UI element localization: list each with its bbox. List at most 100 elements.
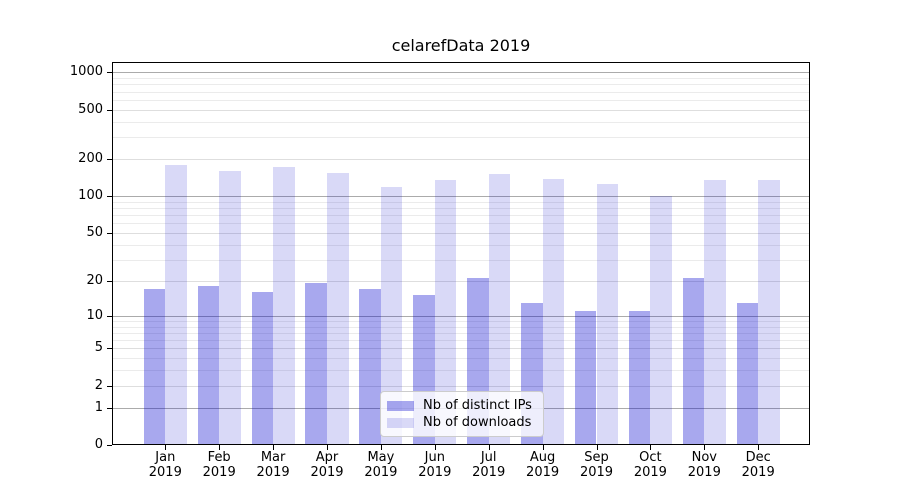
gridline-minor-6 [112,340,810,341]
gridline-minor-70 [112,215,810,217]
chart-title: celarefData 2019 [391,36,531,55]
gridline-minor-7 [112,332,810,334]
x-tick-dec [758,445,760,450]
y-tick-200 [107,158,112,160]
bar-ips-feb [197,286,220,445]
gridline-major-10 [112,315,810,317]
gridline-minor-60 [112,223,810,225]
bar-downloads-apr [327,173,349,445]
bar-downloads-oct [650,196,672,445]
y-tick-label-2: 2 [94,377,103,393]
bar-ips-nov [682,278,705,445]
gridline-minor-700 [112,91,810,93]
x-tick-apr [327,445,328,450]
x-tick-label-jul: Jul 2019 [472,450,506,480]
y-tick-label-5: 5 [94,340,103,356]
y-tick-500 [107,109,112,111]
x-tick-label-nov: Nov 2019 [687,450,721,480]
x-tick-label-oct: Oct 2019 [633,450,667,480]
y-tick-label-500: 500 [78,101,103,117]
y-tick-label-50: 50 [86,224,103,240]
plot-area [112,62,810,445]
x-tick-jan [165,445,167,450]
bar-downloads-jul [488,173,511,445]
gridline-minor-600 [112,99,810,101]
bar-ips-dec [736,302,759,445]
bar-ips-oct [628,311,651,445]
bar-downloads-jun [434,180,457,445]
bar-ips-jan [143,289,166,445]
x-tick-label-jun: Jun 2019 [418,450,452,480]
bar-downloads-sep [596,183,619,445]
gridline-major-1000 [112,72,810,74]
gridline-minor-90 [112,201,810,203]
bar-downloads-jan [165,165,187,445]
x-tick-label-mar: Mar 2019 [256,450,290,480]
gridline-minor-300 [112,137,810,139]
x-tick-nov [704,445,706,450]
legend-item-downloads: Nb of downloads [387,414,537,431]
x-tick-mar [273,445,275,450]
legend-swatch-downloads [387,417,414,428]
bar-downloads-aug [542,178,565,445]
bar-downloads-dec [758,180,780,445]
bar-downloads-mar [273,166,295,445]
gridline-minor-30 [112,259,810,261]
y-tick-label-1000: 1000 [69,64,103,80]
gridline-minor-3 [112,370,810,372]
y-tick-1000 [107,72,112,74]
gridline-major-100 [112,196,810,198]
y-tick-0 [107,445,112,446]
gridline-major-200 [112,158,810,160]
x-tick-oct [650,445,652,450]
x-tick-label-dec: Dec 2019 [741,450,775,480]
bar-ips-may [359,289,381,445]
x-tick-label-jan: Jan 2019 [148,450,182,480]
gridline-major-500 [112,109,810,111]
y-tick-label-10: 10 [86,307,103,323]
legend-label-downloads: Nb of downloads [423,415,532,430]
gridline-major-2 [112,385,810,387]
bar-downloads-may [380,187,403,445]
bar-ips-apr [305,283,327,445]
x-tick-may [380,445,382,450]
gridline-minor-900 [112,78,810,79]
gridline-minor-80 [112,208,810,209]
y-tick-10 [107,315,112,317]
gridline-minor-9 [112,320,810,322]
gridline-minor-8 [112,326,810,328]
gridline-minor-800 [112,84,810,86]
y-tick-100 [107,196,112,198]
legend-swatch-distinct-ips [387,400,414,411]
bar-downloads-nov [704,180,726,445]
y-tick-1 [107,407,112,409]
legend-label-distinct-ips: Nb of distinct IPs [423,398,532,413]
x-tick-label-may: May 2019 [364,450,398,480]
legend: Nb of distinct IPs Nb of downloads [380,391,544,437]
y-tick-50 [107,232,112,234]
gridline-minor-4 [112,358,810,360]
x-tick-label-feb: Feb 2019 [202,450,236,480]
gridline-minor-400 [112,121,810,123]
x-tick-jul [488,445,490,450]
gridline-major-5 [112,348,810,350]
y-tick-label-0: 0 [94,437,103,452]
y-tick-5 [107,348,112,350]
gridline-major-20 [112,280,810,282]
y-tick-20 [107,280,112,282]
bar-downloads-feb [219,170,241,445]
bar-ips-sep [574,311,597,445]
legend-item-distinct-ips: Nb of distinct IPs [387,397,537,414]
y-tick-label-1: 1 [94,399,103,415]
gridline-major-50 [112,232,810,234]
y-tick-2 [107,385,112,387]
x-tick-label-aug: Aug 2019 [526,450,560,480]
x-tick-jun [434,445,436,450]
x-tick-label-sep: Sep 2019 [579,450,614,480]
x-tick-label-apr: Apr 2019 [310,450,344,480]
y-tick-label-100: 100 [78,188,103,204]
gridline-minor-40 [112,244,810,246]
y-tick-label-200: 200 [78,150,103,166]
bar-ips-mar [251,292,274,445]
